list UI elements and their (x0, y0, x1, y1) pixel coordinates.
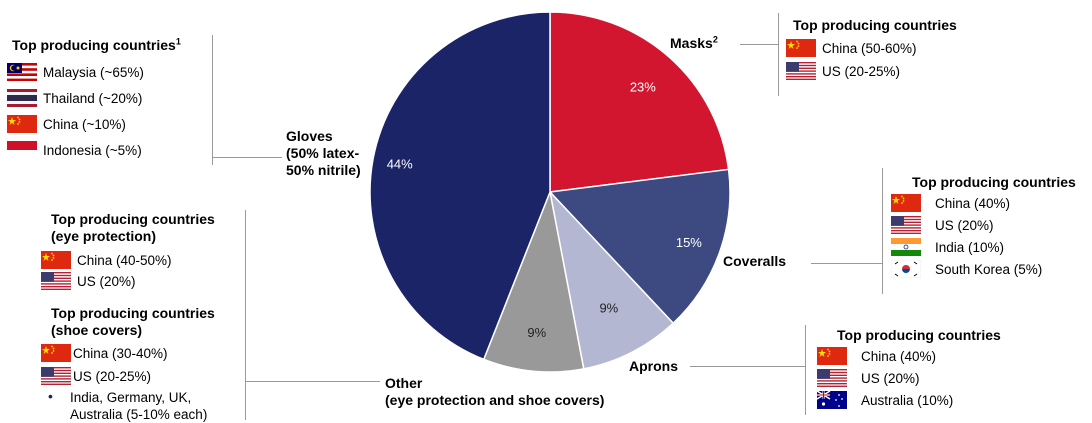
eye-country-row: China (40-50%) (41, 251, 172, 269)
coveralls-panel-header: Top producing countries (912, 174, 1076, 190)
india-flag-icon (891, 238, 921, 256)
pie-slice-other (482, 189, 585, 373)
masks-panel-header: Top producing countries (793, 17, 957, 33)
australia-flag-icon (817, 391, 847, 409)
eye-country-row: US (20%) (41, 272, 136, 290)
aprons-country-row: Australia (10%) (817, 391, 953, 409)
other-label: Other (eye protection and shoe covers) (385, 375, 605, 408)
other-connector (245, 381, 380, 382)
coveralls-country-row: South Korea (5%) (891, 260, 1042, 278)
eye-country-text: China (40-50%) (77, 252, 172, 268)
aprons-country-text: Australia (10%) (861, 392, 954, 408)
pie-value-label: 44% (387, 156, 413, 171)
shoe-country-row: China (30-40%) (41, 344, 168, 362)
gloves-country-row: China (~10%) (7, 115, 126, 133)
coveralls-country-text: South Korea (5%) (935, 261, 1043, 277)
pie-value-label: 9% (599, 300, 618, 315)
eye-country-text: US (20%) (77, 273, 136, 289)
aprons-label: Aprons (629, 358, 678, 374)
masks-country-text: China (50-60%) (822, 40, 917, 56)
masks-connector (740, 44, 778, 45)
shoe-country-text: China (30-40%) (73, 345, 168, 361)
aprons-panel-header: Top producing countries (837, 327, 1001, 343)
south-korea-flag-icon (891, 260, 921, 278)
eye-panel-header: Top producing countries (eye protection) (51, 211, 215, 244)
pie-slice-aprons (548, 189, 675, 370)
us-flag-icon (817, 369, 847, 387)
aprons-panel-bracket (805, 325, 806, 415)
us-flag-icon (891, 216, 921, 234)
coveralls-country-row: China (40%) (891, 194, 1010, 212)
gloves-panel-header: Top producing countries1 (12, 36, 181, 53)
coveralls-country-row: India (10%) (891, 238, 1004, 256)
gloves-country-row: Malaysia (~65%) (7, 63, 144, 81)
aprons-country-text: China (40%) (861, 348, 937, 364)
china-flag-icon (891, 194, 921, 212)
shoe-country-row: US (20-25%) (41, 367, 151, 385)
china-flag-icon (786, 39, 816, 57)
china-flag-icon (817, 347, 847, 365)
pie-slice-coveralls (548, 168, 731, 325)
pie-value-label: 9% (527, 325, 546, 340)
china-flag-icon (41, 251, 71, 269)
coveralls-country-text: US (20%) (935, 217, 994, 233)
gloves-country-text: Indonesia (~5%) (43, 142, 142, 158)
aprons-country-row: US (20%) (817, 369, 920, 387)
gloves-country-text: China (~10%) (43, 116, 126, 132)
coveralls-country-row: US (20%) (891, 216, 994, 234)
masks-panel-bracket (778, 13, 779, 96)
shoe-other-countries-bullet: • India, Germany, UK, Australia (5-10% e… (48, 388, 208, 422)
pie-slice-masks (549, 11, 730, 193)
other-panel-bracket (245, 210, 246, 420)
masks-country-text: US (20-25%) (822, 63, 901, 79)
bullet-icon: • (48, 388, 53, 404)
masks-label: Masks2 (670, 34, 718, 51)
pie-slice-gloves (369, 11, 551, 361)
us-flag-icon (41, 272, 71, 290)
coveralls-connector (811, 263, 882, 264)
gloves-connector (212, 157, 282, 158)
gloves-panel-bracket (212, 35, 213, 165)
shoe-country-text: US (20-25%) (73, 368, 152, 384)
us-flag-icon (786, 62, 816, 80)
china-flag-icon (7, 115, 37, 133)
china-flag-icon (41, 344, 71, 362)
pie-value-label: 23% (630, 80, 656, 95)
us-flag-icon (41, 367, 71, 385)
coveralls-country-text: China (40%) (935, 195, 1011, 211)
shoe-panel-header: Top producing countries (shoe covers) (51, 305, 215, 338)
pie-value-label: 15% (676, 235, 702, 250)
aprons-connector (690, 366, 805, 367)
coveralls-label: Coveralls (723, 253, 787, 269)
gloves-country-text: Malaysia (~65%) (43, 64, 144, 80)
gloves-country-row: Indonesia (~5%) (7, 141, 142, 159)
aprons-country-text: US (20%) (861, 370, 920, 386)
gloves-country-text: Thailand (~20%) (43, 90, 143, 106)
malaysia-flag-icon (7, 63, 37, 81)
coveralls-country-text: India (10%) (935, 239, 1005, 255)
indonesia-flag-icon (7, 141, 37, 159)
coveralls-panel-bracket (882, 168, 883, 294)
aprons-country-row: China (40%) (817, 347, 936, 365)
masks-country-row: US (20-25%) (786, 62, 900, 80)
gloves-country-row: Thailand (~20%) (7, 89, 142, 107)
masks-country-row: China (50-60%) (786, 39, 917, 57)
gloves-label: Gloves (50% latex- 50% nitrile) (286, 128, 361, 178)
thailand-flag-icon (7, 89, 37, 107)
